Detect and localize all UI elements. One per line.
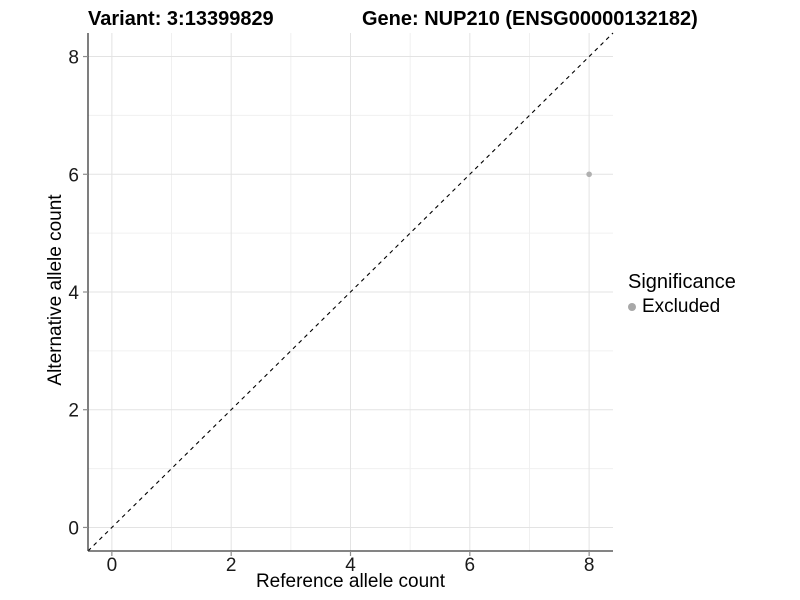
legend-item-excluded: Excluded [628,296,736,318]
legend-title: Significance [628,271,736,293]
y-tick-label: 0 [68,518,79,539]
y-tick-label: 4 [68,283,79,304]
y-axis-title: Alternative allele count [45,194,66,386]
x-tick-label: 0 [107,555,118,576]
variant-title: Variant: 3:13399829 [88,8,274,30]
y-tick-label: 8 [68,48,79,69]
identity-line [87,32,614,552]
gene-title: Gene: NUP210 (ENSG00000132182) [362,8,698,30]
x-tick-label: 8 [584,555,595,576]
y-tick-label: 2 [68,401,79,422]
x-tick-label: 4 [345,555,356,576]
legend-item-label: Excluded [642,296,721,317]
legend-point-icon [628,303,636,311]
legend: Significance Excluded [628,271,736,318]
x-tick-label: 2 [226,555,237,576]
data-point [586,171,592,178]
x-tick-label: 6 [465,555,476,576]
x-axis-title: Reference allele count [255,571,446,592]
y-tick-label: 6 [68,165,79,186]
